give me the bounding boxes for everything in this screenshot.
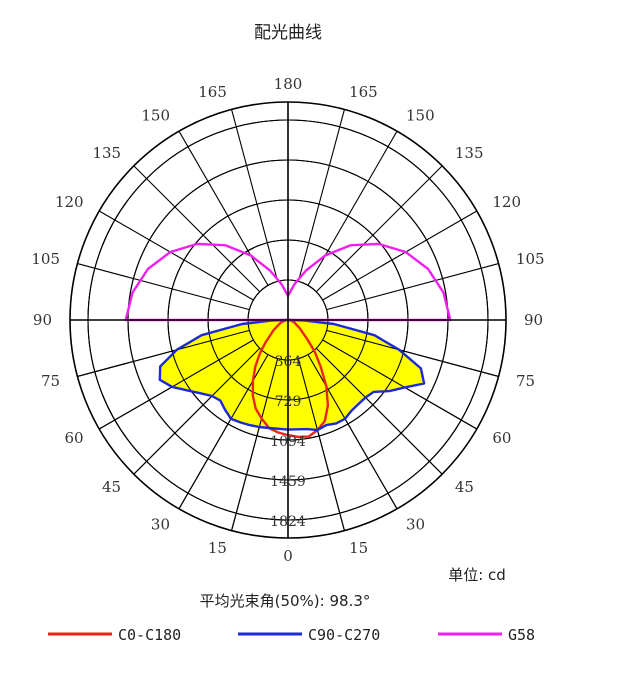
radial-label: 1459 — [270, 474, 306, 490]
angle-label: 105 — [516, 250, 545, 268]
grid-spoke — [178, 130, 269, 286]
series-fill-1 — [159, 320, 425, 431]
grid-spoke — [77, 329, 250, 377]
angle-label: 30 — [151, 515, 170, 533]
angle-label: 45 — [455, 478, 474, 496]
angle-label: 180 — [274, 75, 303, 93]
angle-label: 120 — [55, 193, 84, 211]
angle-label: 120 — [492, 193, 521, 211]
grid-spoke — [77, 263, 250, 311]
grid-spoke — [133, 165, 261, 293]
grid-spoke — [231, 109, 279, 282]
grid-spoke — [297, 358, 345, 531]
beam-angle-label: 平均光束角(50%): 98.3° — [200, 592, 371, 610]
radial-label: 364 — [275, 354, 302, 370]
radial-labels: 364 729 1094 1459 1824 — [270, 354, 306, 530]
angle-label: 0 — [283, 547, 293, 565]
angle-label: 135 — [455, 144, 484, 162]
legend-label-2: G58 — [508, 626, 535, 644]
grid-spoke — [326, 329, 499, 377]
grid-spoke — [326, 263, 499, 311]
angle-label: 75 — [516, 372, 535, 390]
radial-label: 1824 — [270, 514, 306, 530]
grid-spoke — [315, 165, 443, 293]
angle-label: 165 — [349, 83, 378, 101]
grid-spoke — [307, 354, 398, 510]
angle-label: 150 — [406, 107, 435, 125]
angle-label: 150 — [141, 107, 170, 125]
chart-title: 配光曲线 — [254, 23, 322, 43]
grid-spoke — [98, 210, 254, 301]
angle-label: 165 — [198, 83, 227, 101]
polar-axes — [70, 102, 506, 538]
angle-label: 30 — [406, 515, 425, 533]
angle-label: 90 — [33, 311, 52, 329]
grid-spoke — [297, 109, 345, 282]
radial-label: 1094 — [270, 434, 306, 450]
angle-label: 60 — [65, 429, 84, 447]
grid-spoke — [133, 347, 261, 475]
grid-spoke — [98, 339, 254, 430]
grid-spoke — [315, 347, 443, 475]
unit-label: 单位: cd — [448, 566, 506, 584]
radial-label: 729 — [275, 394, 302, 410]
angle-label: 90 — [524, 311, 543, 329]
angle-label: 135 — [92, 144, 121, 162]
legend-label-1: C90-C270 — [308, 626, 380, 644]
angle-label: 15 — [208, 539, 227, 557]
angle-labels: 0 15 30 45 60 75 90 105 120 135 150 165 180 15 30 45 60 7… — [31, 75, 544, 565]
legend: C0-C180 C90-C270 G58 — [48, 626, 535, 644]
legend-label-0: C0-C180 — [118, 626, 181, 644]
grid-spoke — [322, 339, 478, 430]
angle-label: 45 — [102, 478, 121, 496]
grid-spoke — [322, 210, 478, 301]
angle-label: 75 — [41, 372, 60, 390]
grid-spoke — [231, 358, 279, 531]
angle-label: 15 — [349, 539, 368, 557]
grid-spoke — [307, 130, 398, 286]
angle-label: 60 — [492, 429, 511, 447]
angle-label: 105 — [31, 250, 60, 268]
